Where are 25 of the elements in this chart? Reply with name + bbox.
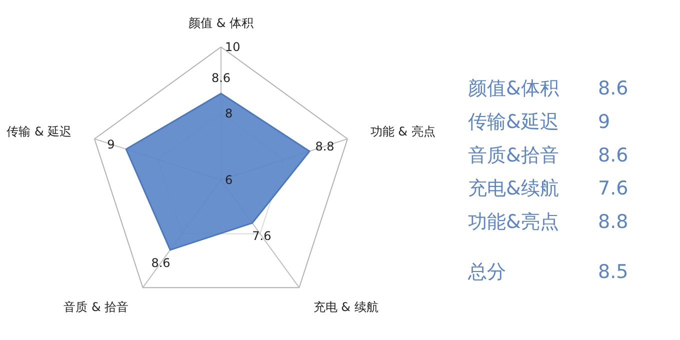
category-label: 传输&延迟 [468,110,559,133]
category-label: 音质&拾音 [468,144,559,166]
y-tick-label: 8 [225,106,233,121]
data-label: 8.8 [315,139,334,154]
spoke-label: 音质 & 拾音 [64,300,129,314]
y-tick-label: 6 [225,173,233,188]
category-label: 总分 [467,261,506,284]
data-label: 8.6 [211,70,231,85]
spoke-label: 传输 & 延迟 [6,124,72,139]
spoke-label: 颜值 & 体积 [188,16,254,30]
spoke-label: 功能 & 亮点 [370,124,436,139]
y-tick-label: 10 [225,40,240,54]
data-label: 8.6 [598,144,628,166]
data-label: 8.6 [598,78,628,100]
data-label: 8.5 [598,261,628,284]
spoke-label: 充电 & 续航 [313,300,378,314]
data-label: 7.6 [598,178,628,200]
data-label: 9 [598,110,610,133]
data-label: 7.6 [252,229,272,244]
data-label: 8.6 [151,256,170,270]
data-label: 8.8 [598,210,628,233]
category-label: 功能&亮点 [468,210,559,233]
data-label: 9 [107,137,115,152]
category-label: 充电&续航 [468,178,559,200]
category-label: 颜值&体积 [468,78,559,100]
